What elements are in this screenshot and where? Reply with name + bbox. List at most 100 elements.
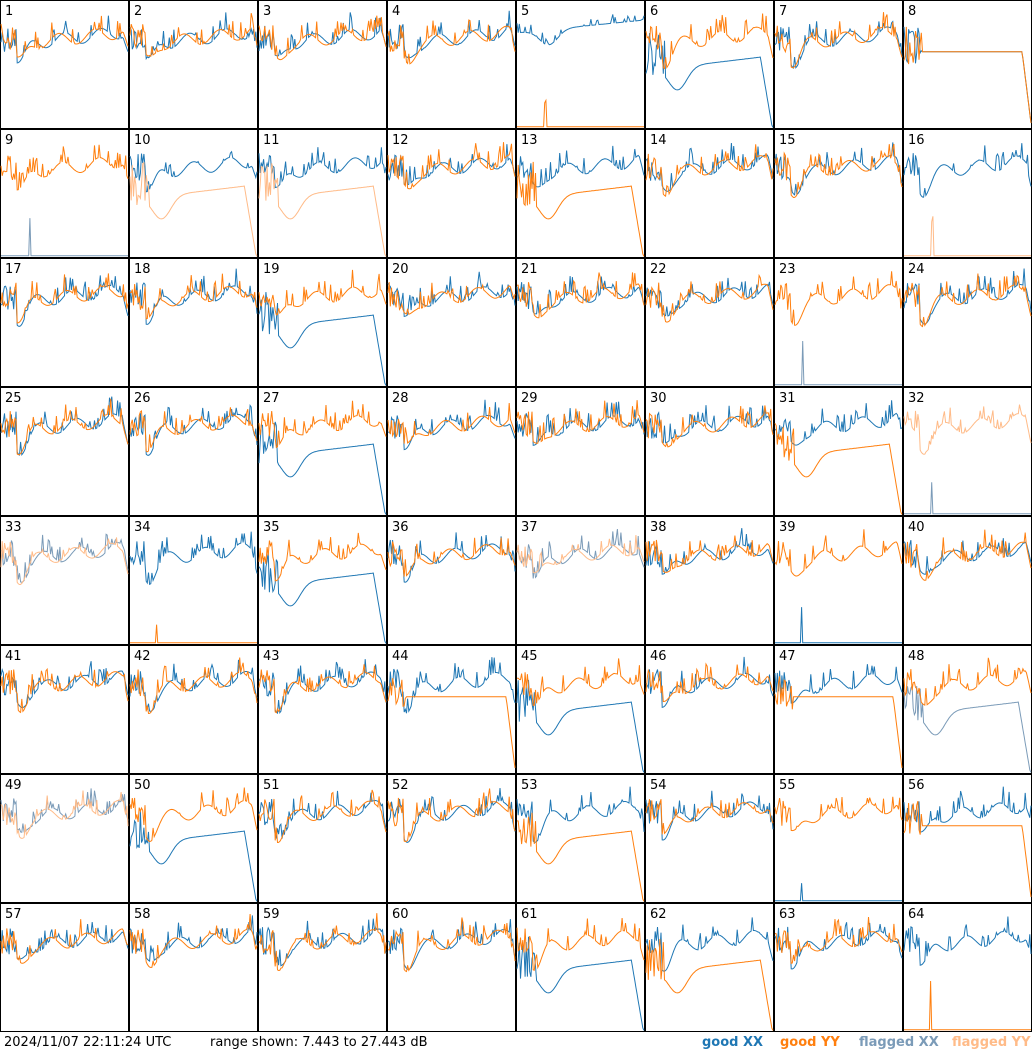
panel-number: 19 <box>263 262 280 277</box>
panel-13: 13 <box>516 129 645 258</box>
panel-frame <box>258 516 387 645</box>
panel-6: 6 <box>645 0 774 129</box>
trace-flagged-xx <box>516 529 645 579</box>
panel-frame <box>645 645 774 774</box>
trace-good-yy <box>774 423 903 515</box>
trace-good-yy <box>387 537 516 577</box>
panel-number: 9 <box>5 133 13 148</box>
panel-frame <box>903 903 1032 1032</box>
panel-11: 11 <box>258 129 387 258</box>
trace-good-yy <box>774 271 903 326</box>
trace-good-yy <box>516 918 645 971</box>
trace-good-xx <box>0 921 129 960</box>
panel-4: 4 <box>387 0 516 129</box>
panel-number: 25 <box>5 391 22 406</box>
panel-frame <box>774 516 903 645</box>
trace-good-xx <box>258 292 387 386</box>
panel-number: 47 <box>779 649 796 664</box>
trace-good-xx <box>387 399 516 451</box>
panel-47: 47 <box>774 645 903 774</box>
panel-32: 32 <box>903 387 1032 516</box>
trace-flagged-yy <box>258 163 387 257</box>
trace-good-xx <box>387 787 516 843</box>
trace-good-yy <box>387 788 516 843</box>
panel-48: 48 <box>903 645 1032 774</box>
panel-number: 35 <box>263 520 280 535</box>
panel-number: 57 <box>5 907 22 922</box>
panel-number: 16 <box>908 133 925 148</box>
trace-good-xx <box>774 400 903 446</box>
trace-good-yy <box>645 798 774 835</box>
trace-good-yy <box>774 143 903 199</box>
panel-frame <box>129 903 258 1032</box>
panel-22: 22 <box>645 258 774 387</box>
panel-frame <box>258 903 387 1032</box>
trace-good-xx <box>774 664 903 704</box>
panel-number: 28 <box>392 391 409 406</box>
trace-good-yy <box>645 405 774 448</box>
panel-number: 50 <box>134 778 151 793</box>
panel-number: 44 <box>392 649 409 664</box>
trace-good-xx <box>258 12 387 57</box>
panel-number: 43 <box>263 649 280 664</box>
trace-good-yy <box>129 273 258 320</box>
panel-number: 58 <box>134 907 151 922</box>
panel-number: 64 <box>908 907 925 922</box>
panel-frame <box>516 258 645 387</box>
trace-good-yy <box>774 796 903 832</box>
panel-60: 60 <box>387 903 516 1032</box>
trace-good-xx <box>645 33 774 128</box>
panel-frame <box>903 645 1032 774</box>
trace-good-yy <box>129 407 258 453</box>
panel-number: 31 <box>779 391 796 406</box>
trace-flagged-yy <box>129 161 258 257</box>
trace-good-yy <box>516 272 645 319</box>
panel-2: 2 <box>129 0 258 129</box>
trace-good-xx <box>258 659 387 715</box>
panel-frame <box>129 774 258 903</box>
panel-number: 37 <box>521 520 538 535</box>
trace-good-yy <box>645 662 774 703</box>
panel-21: 21 <box>516 258 645 387</box>
panel-number: 15 <box>779 133 796 148</box>
trace-good-xx <box>387 657 516 714</box>
trace-good-xx <box>903 143 1032 198</box>
panel-31: 31 <box>774 387 903 516</box>
trace-good-yy <box>0 398 129 456</box>
panel-18: 18 <box>129 258 258 387</box>
panel-62: 62 <box>645 903 774 1032</box>
panel-frame <box>645 903 774 1032</box>
trace-good-xx <box>516 786 645 843</box>
panel-37: 37 <box>516 516 645 645</box>
trace-good-xx <box>774 142 903 196</box>
panel-number: 24 <box>908 262 925 277</box>
trace-good-yy <box>387 917 516 973</box>
trace-good-yy <box>0 273 129 324</box>
trace-good-xx <box>516 276 645 315</box>
trace-good-xx <box>775 883 902 902</box>
panel-10: 10 <box>129 129 258 258</box>
trace-good-yy <box>516 812 645 902</box>
panel-19: 19 <box>258 258 387 387</box>
panel-number: 22 <box>650 262 667 277</box>
panel-8: 8 <box>903 0 1032 129</box>
panel-23: 23 <box>774 258 903 387</box>
trace-flagged-yy <box>903 404 1032 455</box>
panel-20: 20 <box>387 258 516 387</box>
panel-5: 5 <box>516 0 645 129</box>
panel-frame <box>903 129 1032 258</box>
trace-good-yy <box>258 269 387 316</box>
trace-good-xx <box>129 150 258 193</box>
panel-number: 29 <box>521 391 538 406</box>
panel-number: 12 <box>392 133 409 148</box>
trace-good-yy <box>645 273 774 323</box>
panel-57: 57 <box>0 903 129 1032</box>
panel-53: 53 <box>516 774 645 903</box>
panel-number: 32 <box>908 391 925 406</box>
panel-number: 45 <box>521 649 538 664</box>
legend-good-yy: good YY <box>780 1035 840 1050</box>
trace-flagged-yy <box>516 535 645 574</box>
panel-59: 59 <box>258 903 387 1032</box>
trace-flagged-xx <box>903 683 1032 773</box>
panel-number: 20 <box>392 262 409 277</box>
